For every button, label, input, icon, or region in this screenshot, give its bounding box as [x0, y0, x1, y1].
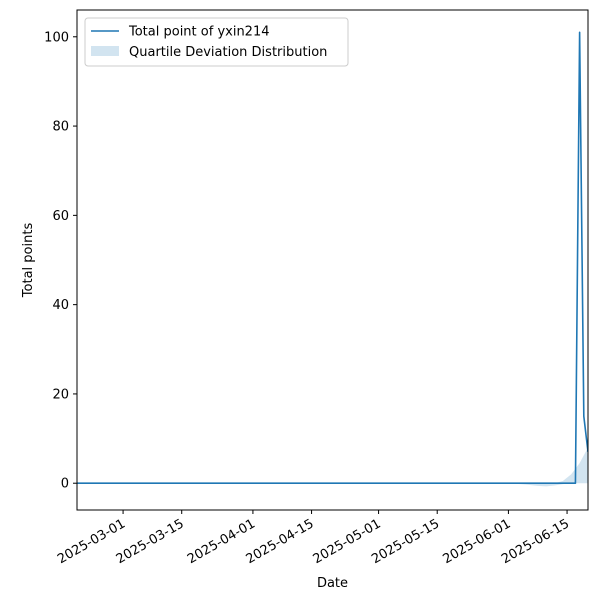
legend-label-series: Total point of yxin214 [128, 25, 270, 40]
y-tick-label: 20 [52, 387, 69, 402]
y-tick-label: 60 [52, 209, 69, 224]
band-layer [77, 447, 588, 487]
legend: Total point of yxin214 Quartile Deviation… [84, 17, 349, 67]
plot-frame [76, 9, 589, 511]
quartile-band [77, 447, 588, 487]
x-axis-label: Date [317, 576, 348, 591]
axes-layer [76, 9, 589, 511]
legend-label-band: Quartile Deviation Distribution [129, 45, 327, 60]
y-tick-label: 80 [52, 120, 69, 135]
y-axis-label: Total points [21, 223, 36, 299]
legend-band-swatch [91, 46, 119, 56]
y-tick-label: 100 [44, 30, 69, 45]
y-tick-label: 0 [61, 477, 69, 492]
series-line-0 [77, 31, 588, 485]
y-tick-label: 40 [52, 298, 69, 313]
line-layer [77, 31, 588, 485]
ticks-layer: 0204060801002025-03-012025-03-152025-04-… [44, 30, 572, 567]
legend-box [84, 17, 349, 67]
